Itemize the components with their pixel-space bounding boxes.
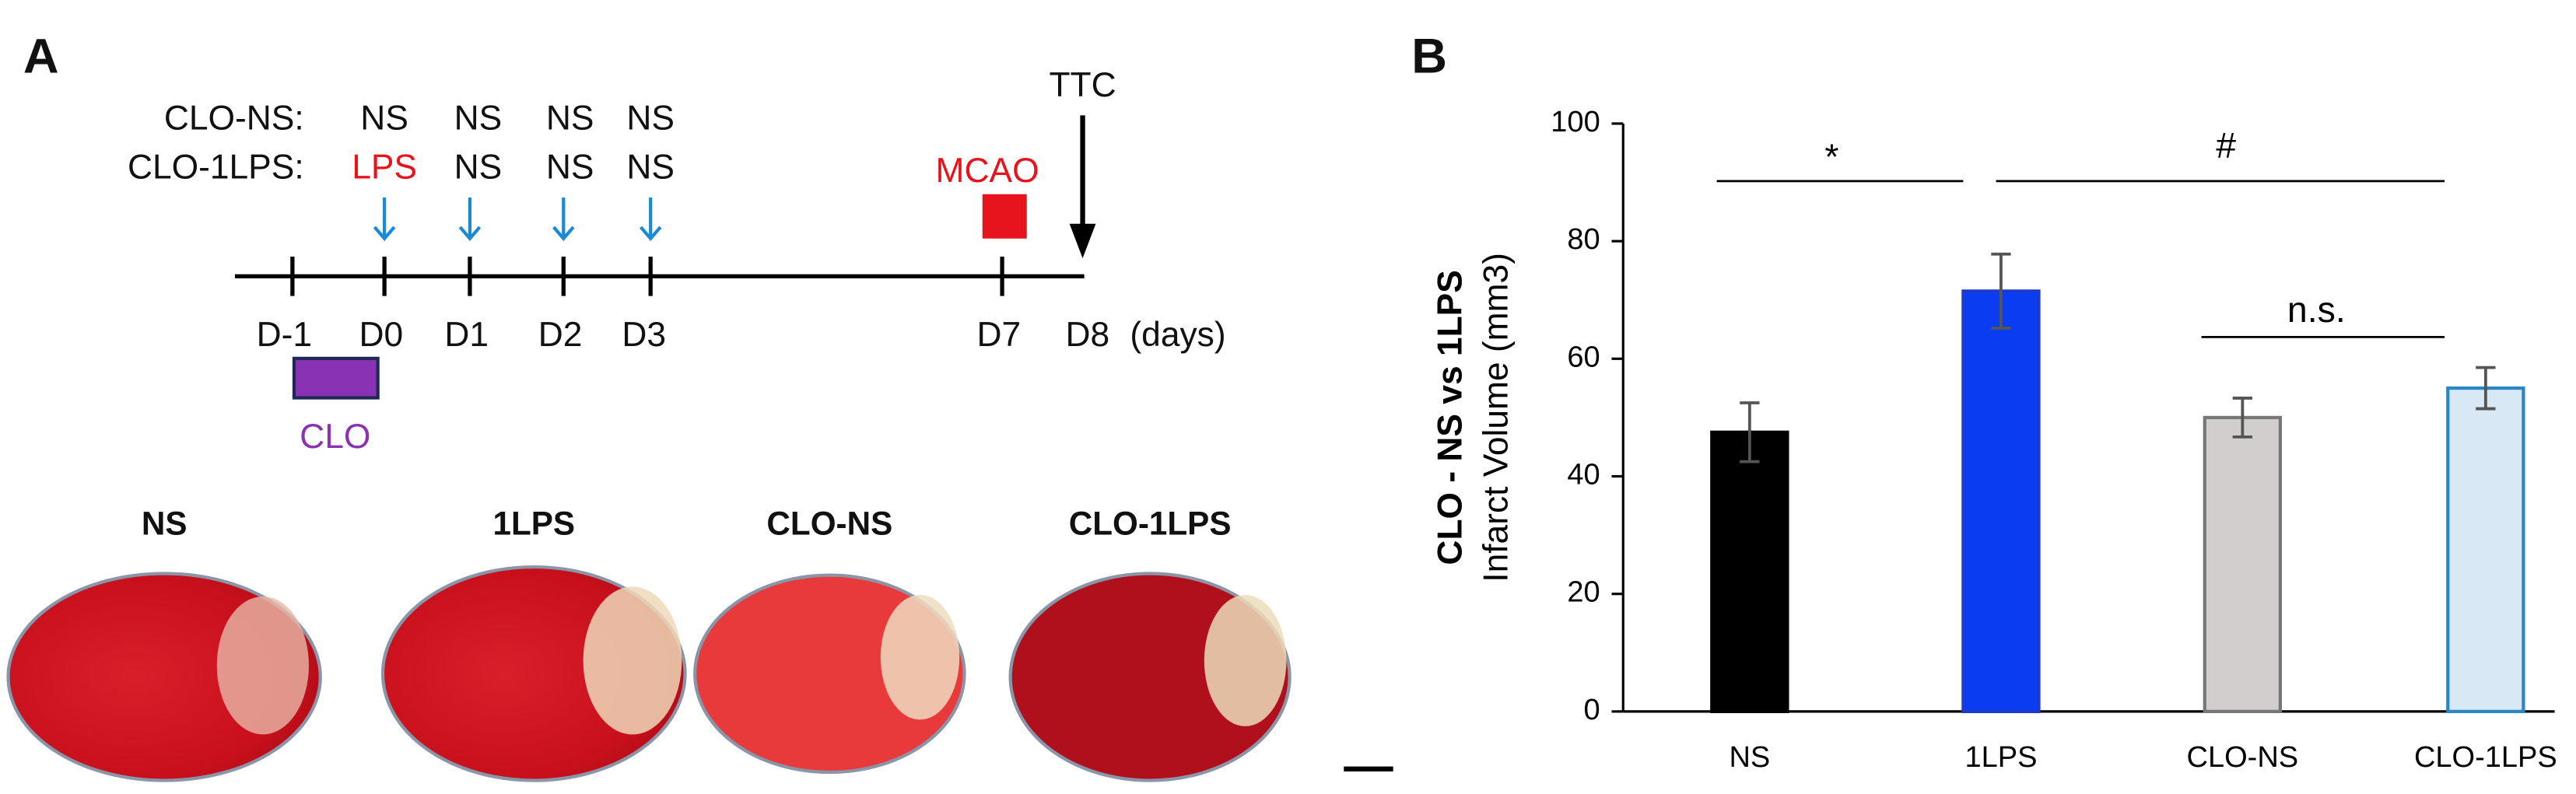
y-tick-label: 40 bbox=[1567, 459, 1600, 491]
y-tick-label: 20 bbox=[1567, 576, 1600, 609]
error-bar bbox=[2232, 397, 2253, 439]
day-label: D-1 bbox=[257, 316, 312, 354]
clo-box bbox=[292, 356, 380, 400]
x-tick-label: CLO-NS bbox=[2187, 741, 2299, 774]
x-tick-label: 1LPS bbox=[1964, 741, 2037, 774]
y-tick-label: 0 bbox=[1584, 694, 1600, 726]
dose: NS bbox=[546, 149, 594, 187]
dose: NS bbox=[626, 99, 675, 137]
day-label: D3 bbox=[622, 316, 666, 354]
panel-label: B bbox=[1411, 29, 1447, 83]
days-unit: (days) bbox=[1130, 316, 1225, 354]
image-label: CLO-1LPS bbox=[1069, 505, 1232, 541]
dose: NS bbox=[454, 99, 503, 137]
ttc-label: TTC bbox=[1049, 66, 1116, 104]
dose: NS bbox=[546, 99, 594, 137]
dose: NS bbox=[626, 149, 675, 187]
error-bar bbox=[2476, 366, 2496, 411]
error-bar bbox=[1991, 252, 2011, 330]
ttc-arrow bbox=[1069, 115, 1096, 259]
panel-label: A bbox=[23, 29, 59, 83]
y-tick-label: 100 bbox=[1551, 106, 1600, 138]
y-axis-label: CLO - NS vs 1LPS bbox=[1431, 270, 1469, 565]
dose: NS bbox=[454, 149, 503, 187]
bar bbox=[1710, 430, 1789, 713]
image-label: 1LPS bbox=[492, 505, 575, 541]
mcao-box bbox=[982, 194, 1027, 239]
day-label: D0 bbox=[359, 316, 404, 354]
row-label: CLO-NS: bbox=[164, 99, 304, 137]
clo-label: CLO bbox=[300, 418, 370, 456]
bar bbox=[1961, 289, 2041, 713]
day-label: D7 bbox=[977, 316, 1022, 354]
bar bbox=[2446, 386, 2525, 713]
bar bbox=[2203, 415, 2283, 713]
row-label: CLO-1LPS: bbox=[128, 149, 304, 187]
x-tick-label: CLO-1LPS bbox=[2414, 741, 2557, 774]
dose: NS bbox=[360, 99, 408, 137]
x-tick-label: NS bbox=[1729, 741, 1770, 774]
mcao-label: MCAO bbox=[936, 152, 1039, 190]
injection-arrows bbox=[373, 197, 662, 241]
image-label: CLO-NS bbox=[766, 505, 892, 541]
y-tick-label: 80 bbox=[1567, 223, 1600, 256]
image-label: NS bbox=[142, 505, 188, 541]
significance-label: * bbox=[1824, 137, 1838, 177]
day-label: D2 bbox=[538, 316, 583, 354]
timeline bbox=[234, 256, 1085, 296]
significance-label: n.s. bbox=[2287, 289, 2346, 330]
day-label: D1 bbox=[444, 316, 489, 354]
y-axis-label: Infarct Volume (mm3) bbox=[1477, 253, 1516, 582]
error-bar bbox=[1740, 401, 1760, 463]
day-label: D8 bbox=[1066, 316, 1110, 354]
significance-label: # bbox=[2216, 125, 2236, 166]
brain-slices bbox=[6, 565, 1292, 782]
dose: LPS bbox=[352, 149, 417, 187]
y-tick-label: 60 bbox=[1567, 341, 1600, 373]
